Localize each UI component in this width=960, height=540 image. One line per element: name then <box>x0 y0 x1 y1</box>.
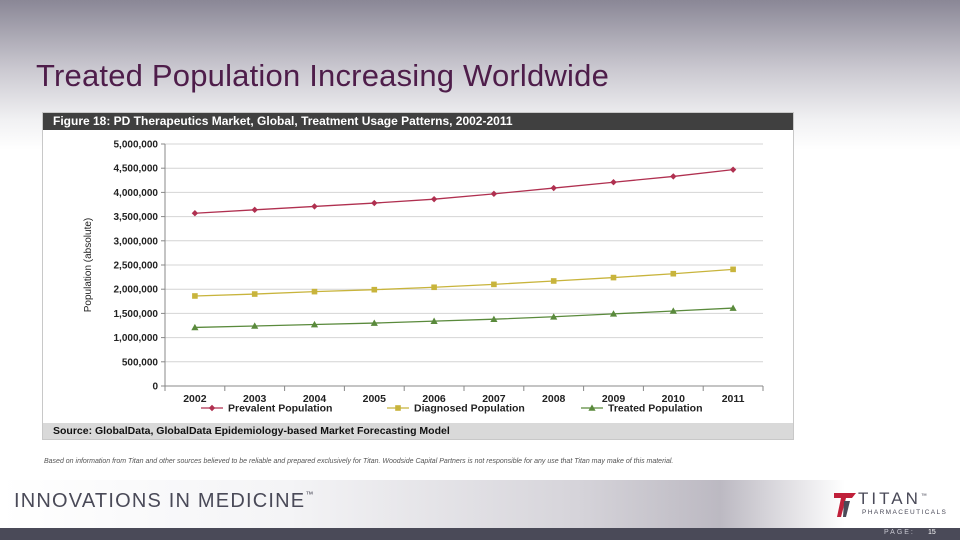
line-chart: 0 500,000 1,000,000 1,500,000 2,000,000 2,500… <box>83 140 764 415</box>
data-point-diagnosed-population <box>251 291 258 297</box>
x-tick-label: 2006 <box>422 393 446 405</box>
data-point-prevalent-population <box>191 210 199 217</box>
x-tick-label: 2003 <box>243 393 267 405</box>
data-point-prevalent-population <box>610 179 617 186</box>
data-point-diagnosed-population <box>192 293 198 299</box>
data-point-diagnosed-population <box>431 284 437 291</box>
x-tick-label: 2007 <box>482 393 506 405</box>
y-tick-label: 4,500,000 <box>114 164 159 175</box>
data-point-diagnosed-population <box>491 281 497 288</box>
data-point-treated-population <box>609 310 618 317</box>
disclaimer: Based on information from Titan and othe… <box>44 458 674 465</box>
footer-band <box>0 480 960 528</box>
legend-label-diagnosed-population: Diagnosed Population <box>414 403 525 415</box>
data-point-prevalent-population <box>670 173 677 180</box>
data-point-treated-population <box>669 307 677 314</box>
x-tick-label: 2009 <box>602 393 626 405</box>
data-point-treated-population <box>370 319 378 326</box>
y-tick-label: 2,000,000 <box>114 285 159 296</box>
logo-trademark: ™ <box>920 493 927 500</box>
y-tick-label: 4,000,000 <box>114 188 159 199</box>
logo-name: TITAN™ <box>858 489 927 509</box>
data-point-diagnosed-population <box>610 274 617 281</box>
data-point-diagnosed-population <box>311 288 318 295</box>
legend-marker-prevalent-population <box>208 404 216 412</box>
titan-logo-icon <box>834 493 856 517</box>
series-line-diagnosed-population <box>194 268 734 297</box>
legend-marker-treated-population <box>588 404 596 411</box>
page-number: 15 <box>928 529 936 536</box>
x-tick-label: 2010 <box>662 393 686 405</box>
y-tick-label: 0 <box>152 382 158 393</box>
legend-label-treated-population: Treated Population <box>608 403 703 415</box>
data-point-treated-population <box>310 320 319 328</box>
data-point-treated-population <box>729 304 737 311</box>
y-tick-label: 1,500,000 <box>114 309 159 320</box>
page-label: PAGE: <box>884 529 915 536</box>
x-tick-label: 2002 <box>183 393 207 405</box>
data-point-prevalent-population <box>430 195 438 203</box>
figure-source: Source: GlobalData, GlobalData Epidemiol… <box>43 423 793 439</box>
data-point-diagnosed-population <box>670 270 677 277</box>
y-tick-label: 2,500,000 <box>114 261 159 272</box>
series-line-prevalent-population <box>194 169 734 214</box>
legend-marker-diagnosed-population <box>395 405 401 411</box>
tagline-trademark: ™ <box>305 490 315 499</box>
logo-subtitle: PHARMACEUTICALS <box>862 509 948 516</box>
figure-header: Figure 18: PD Therapeutics Market, Globa… <box>43 113 793 130</box>
data-point-prevalent-population <box>311 203 318 210</box>
data-point-diagnosed-population <box>730 266 736 273</box>
x-tick-label: 2005 <box>363 393 387 405</box>
figure-panel: Figure 18: PD Therapeutics Market, Globa… <box>42 112 794 440</box>
data-point-treated-population <box>251 322 259 329</box>
y-tick-label: 3,000,000 <box>114 236 159 247</box>
slide-title: Treated Population Increasing Worldwide <box>36 58 610 93</box>
data-point-prevalent-population <box>550 184 557 192</box>
x-tick-label: 2008 <box>542 393 566 405</box>
data-point-prevalent-population <box>490 190 498 198</box>
data-point-prevalent-population <box>729 166 737 173</box>
data-point-prevalent-population <box>251 206 258 214</box>
data-point-diagnosed-population <box>550 278 557 284</box>
data-point-treated-population <box>191 323 199 331</box>
data-point-treated-population <box>550 313 558 320</box>
legend-label-prevalent-population: Prevalent Population <box>228 403 332 415</box>
footer-bar <box>0 528 960 540</box>
series-line-treated-population <box>194 307 734 329</box>
y-axis-label: Population (absolute) <box>83 218 94 313</box>
data-point-treated-population <box>490 315 498 323</box>
tagline-text: INNOVATIONS IN MEDICINE <box>14 490 306 512</box>
data-point-prevalent-population <box>371 199 378 207</box>
logo-name-text: TITAN <box>858 489 921 508</box>
y-tick-label: 1,000,000 <box>114 333 159 344</box>
y-tick-label: 5,000,000 <box>114 140 159 151</box>
data-point-diagnosed-population <box>371 286 378 293</box>
tagline: INNOVATIONS IN MEDICINE™ <box>14 490 315 513</box>
data-point-treated-population <box>430 317 438 324</box>
x-tick-label: 2004 <box>303 393 327 405</box>
y-tick-label: 500,000 <box>122 357 159 368</box>
x-tick-label: 2011 <box>722 393 745 405</box>
titan-logo: TITAN™ PHARMACEUTICALS <box>832 489 952 521</box>
y-tick-label: 3,500,000 <box>114 212 159 223</box>
